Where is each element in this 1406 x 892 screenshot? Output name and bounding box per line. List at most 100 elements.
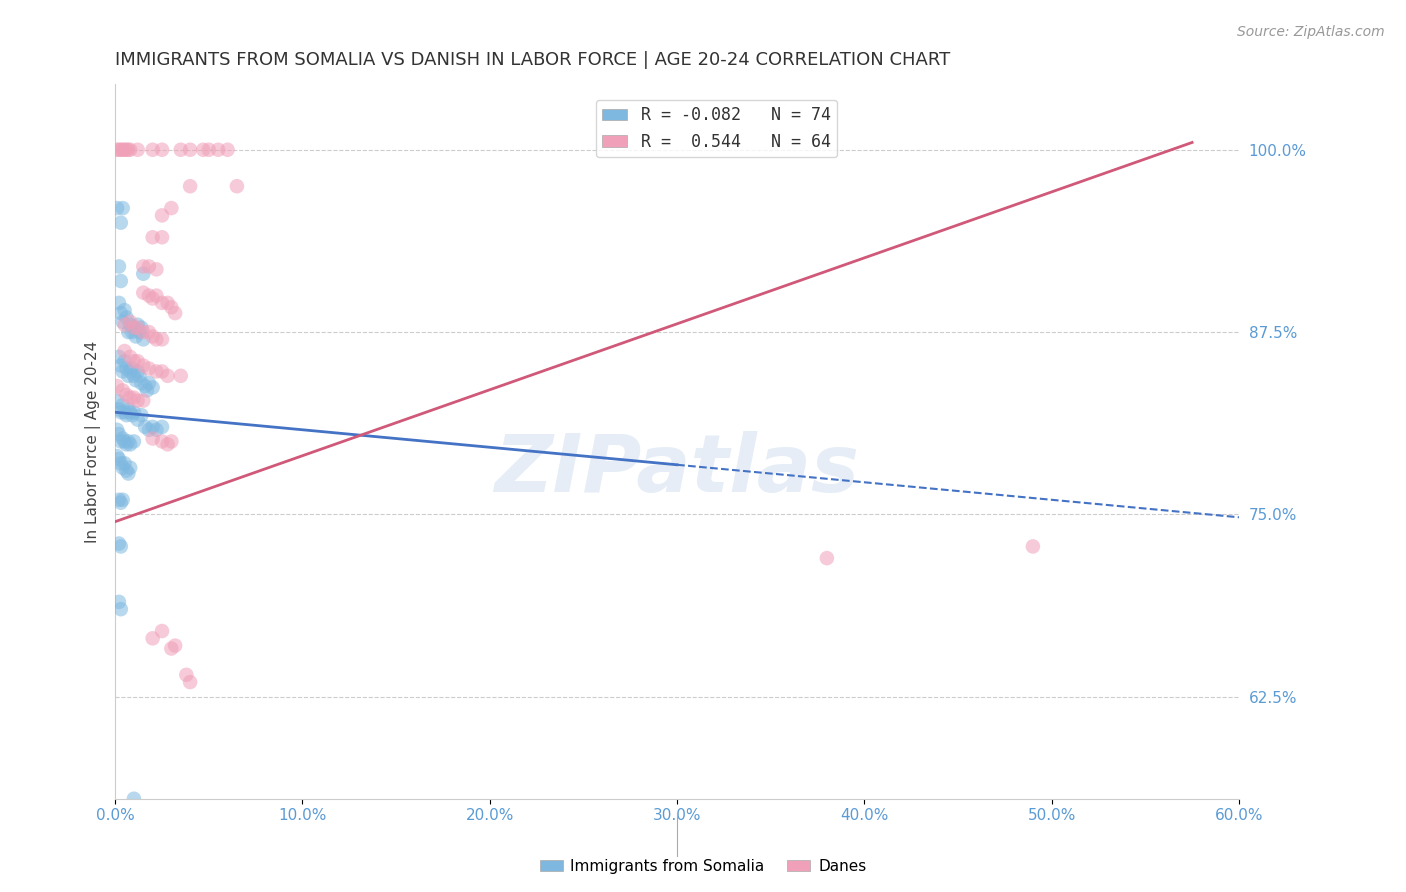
Point (122, 434, 145, 449)
Point (160, 300, 183, 314)
Point (134, 379, 156, 393)
Point (160, 641, 183, 656)
Point (121, 361, 143, 376)
Point (117, 467, 139, 481)
Point (150, 230, 173, 244)
Point (105, 143, 128, 157)
Point (131, 376, 153, 390)
Point (145, 332, 167, 346)
Point (111, 143, 134, 157)
Point (110, 540, 132, 554)
Point (142, 420, 165, 434)
Point (105, 201, 128, 215)
Point (111, 384, 134, 398)
Point (142, 143, 165, 157)
Point (115, 437, 138, 451)
Point (815, 551, 838, 566)
Point (110, 496, 132, 510)
Point (134, 420, 156, 434)
Point (108, 402, 131, 417)
Point (160, 201, 183, 215)
Point (138, 288, 160, 302)
Point (142, 432, 165, 446)
Point (122, 368, 145, 383)
Point (122, 391, 145, 405)
Point (105, 379, 128, 393)
Legend: R = -0.082   N = 74, R =  0.544   N = 64: R = -0.082 N = 74, R = 0.544 N = 64 (596, 100, 837, 157)
Point (122, 320, 145, 334)
Point (150, 296, 173, 310)
Point (115, 464, 138, 478)
Point (132, 332, 155, 346)
Point (117, 143, 139, 157)
Point (150, 434, 173, 449)
Point (108, 492, 131, 507)
Point (127, 364, 149, 378)
Point (131, 320, 153, 334)
Point (150, 332, 173, 346)
Point (138, 361, 160, 376)
Point (111, 364, 134, 378)
Point (114, 303, 136, 318)
Point (117, 434, 139, 449)
Point (170, 368, 193, 383)
Point (127, 393, 149, 408)
Point (115, 408, 138, 422)
Point (145, 288, 167, 302)
Point (127, 318, 149, 332)
Point (108, 143, 131, 157)
Point (138, 260, 160, 274)
Point (110, 602, 132, 616)
Point (108, 452, 131, 467)
Point (136, 384, 159, 398)
Point (125, 329, 148, 343)
Point (115, 361, 138, 376)
Legend: Immigrants from Somalia, Danes: Immigrants from Somalia, Danes (534, 853, 872, 880)
Point (111, 398, 134, 412)
Point (128, 325, 150, 339)
Point (132, 359, 155, 373)
Point (165, 306, 187, 320)
Point (132, 260, 155, 274)
Point (110, 274, 132, 288)
Point (127, 143, 149, 157)
Point (111, 492, 134, 507)
Point (145, 423, 167, 437)
Point (114, 456, 136, 470)
Point (156, 368, 179, 383)
Point (122, 354, 145, 368)
Point (150, 208, 173, 222)
Point (150, 143, 173, 157)
Point (114, 354, 136, 368)
Text: Source: ZipAtlas.com: Source: ZipAtlas.com (1237, 25, 1385, 39)
Point (120, 391, 142, 405)
Point (193, 143, 215, 157)
Point (120, 143, 142, 157)
Point (145, 262, 167, 277)
Point (150, 624, 173, 638)
Point (110, 405, 132, 419)
Point (110, 359, 132, 373)
Point (142, 230, 165, 244)
Point (108, 427, 131, 442)
Point (122, 791, 145, 805)
Text: IMMIGRANTS FROM SOMALIA VS DANISH IN LABOR FORCE | AGE 20-24 CORRELATION CHART: IMMIGRANTS FROM SOMALIA VS DANISH IN LAB… (115, 51, 950, 69)
Point (111, 432, 134, 446)
Point (120, 405, 142, 419)
Point (127, 412, 149, 426)
Point (108, 536, 131, 550)
Point (115, 310, 138, 325)
Point (179, 179, 201, 194)
Point (117, 368, 139, 383)
Point (120, 437, 142, 451)
Point (198, 143, 221, 157)
Point (156, 296, 179, 310)
Point (142, 292, 165, 306)
Point (105, 423, 128, 437)
Point (207, 143, 229, 157)
Point (138, 423, 160, 437)
Point (105, 393, 128, 408)
Point (120, 315, 142, 329)
Point (170, 143, 193, 157)
Point (120, 350, 142, 364)
